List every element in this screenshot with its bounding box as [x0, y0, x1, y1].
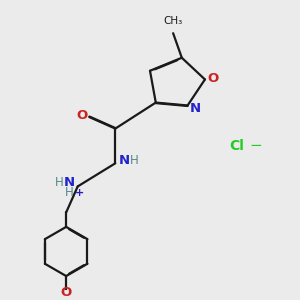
Text: −: −	[249, 138, 262, 153]
Text: H: H	[65, 186, 74, 199]
Text: H: H	[55, 176, 63, 189]
Text: Cl: Cl	[229, 139, 244, 153]
Text: O: O	[76, 109, 88, 122]
Text: O: O	[207, 71, 219, 85]
Text: O: O	[61, 286, 72, 299]
Text: N: N	[190, 102, 201, 115]
Text: H: H	[130, 154, 139, 167]
Text: CH₃: CH₃	[164, 16, 183, 26]
Text: N: N	[119, 154, 130, 167]
Text: N: N	[64, 176, 75, 189]
Text: +: +	[74, 188, 84, 198]
